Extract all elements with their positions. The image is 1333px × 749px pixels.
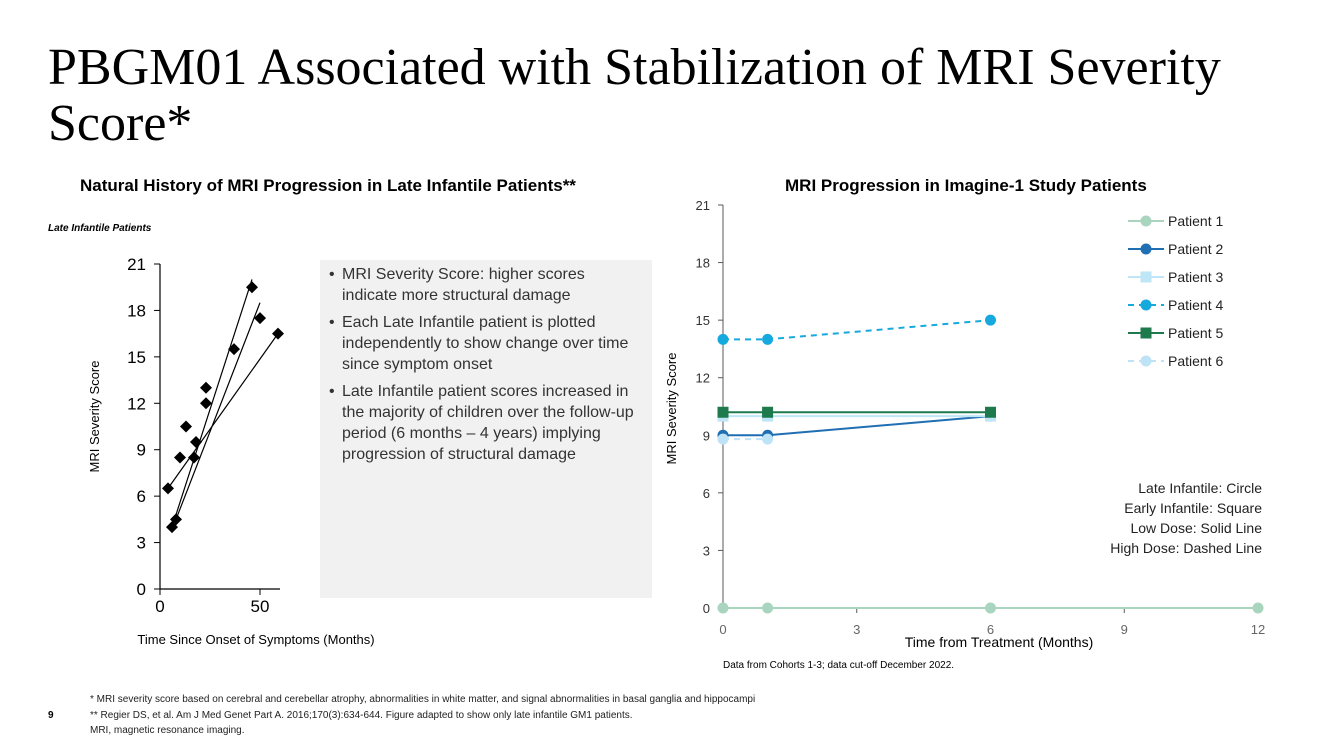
x-tick-label: 6: [987, 622, 994, 637]
series-line: [723, 415, 991, 437]
data-point-diamond: [200, 397, 212, 410]
y-tick-label: 3: [137, 534, 146, 553]
y-tick-label: 0: [703, 601, 710, 616]
y-tick-label: 15: [696, 313, 710, 328]
series-marker-circle: [762, 433, 774, 445]
trend-line: [171, 279, 253, 528]
series-marker-square: [762, 410, 774, 422]
legend-marker-circle: [1140, 243, 1152, 255]
data-point-diamond: [170, 513, 182, 526]
series-marker-square: [985, 406, 996, 418]
bullet-item: Late Infantile patient scores increased …: [329, 381, 638, 465]
bullet-box: MRI Severity Score: higher scores indica…: [320, 260, 652, 598]
trend-line: [167, 333, 279, 489]
y-tick-label: 18: [127, 301, 146, 320]
annotation-text: High Dose: Dashed Line: [1110, 540, 1262, 556]
legend-label: Patient 3: [1168, 269, 1223, 285]
x-axis-label: Time from Treatment (Months): [905, 634, 1094, 650]
legend-marker-square: [1140, 271, 1152, 283]
bullet-item: Each Late Infantile patient is plotted i…: [329, 312, 638, 375]
series-marker-circle: [985, 602, 996, 614]
x-axis-label: Time Since Onset of Symptoms (Months): [137, 632, 374, 647]
legend-label: Patient 5: [1168, 325, 1223, 341]
y-axis-label: MRI Severity Score: [664, 353, 679, 465]
legend-label: Patient 4: [1168, 297, 1223, 313]
series-marker-circle: [985, 410, 996, 422]
annotation-text: Late Infantile: Circle: [1138, 480, 1262, 496]
y-tick-label: 6: [703, 486, 710, 501]
legend-label: Patient 1: [1168, 213, 1223, 229]
x-tick-label: 3: [853, 622, 860, 637]
footnote: MRI, magnetic resonance imaging.: [90, 725, 245, 736]
y-tick-label: 21: [127, 255, 146, 274]
legend-marker-circle: [1140, 215, 1152, 227]
bullet-item: MRI Severity Score: higher scores indica…: [329, 264, 638, 306]
annotation-text: Low Dose: Solid Line: [1130, 520, 1262, 536]
x-tick-label: 0: [155, 597, 164, 616]
series-marker-circle: [1252, 602, 1264, 614]
series-marker-square: [717, 410, 729, 422]
data-point-diamond: [166, 521, 178, 534]
x-tick-label: 12: [1251, 622, 1265, 637]
footnote: ** Regier DS, et al. Am J Med Genet Part…: [90, 710, 633, 721]
series-marker-circle: [985, 314, 996, 326]
y-tick-label: 12: [696, 371, 710, 386]
y-tick-label: 3: [703, 543, 710, 558]
y-tick-label: 15: [127, 348, 146, 367]
legend-marker-circle: [1140, 355, 1152, 367]
y-tick-label: 21: [696, 198, 710, 213]
data-point-diamond: [190, 435, 202, 448]
legend-marker-square: [1140, 327, 1152, 339]
data-point-diamond: [162, 482, 174, 495]
footnote: * MRI severity score based on cerebral a…: [90, 694, 756, 705]
y-tick-label: 9: [703, 428, 710, 443]
legend-label: Patient 6: [1168, 353, 1223, 369]
legend-marker-circle: [1140, 299, 1152, 311]
series-marker-circle: [717, 429, 729, 441]
data-point-diamond: [254, 312, 266, 325]
data-point-diamond: [246, 281, 258, 294]
y-tick-label: 6: [137, 487, 146, 506]
left-chart-subtitle: Late Infantile Patients: [48, 223, 152, 234]
series-line: [723, 319, 991, 341]
y-tick-label: 9: [137, 441, 146, 460]
series-marker-circle: [717, 602, 729, 614]
series-marker-circle: [762, 333, 774, 345]
data-point-diamond: [180, 420, 192, 433]
series-marker-square: [762, 406, 774, 418]
slide-title: PBGM01 Associated with Stabilization of …: [48, 39, 1221, 152]
series-marker-circle: [762, 602, 774, 614]
data-point-diamond: [188, 451, 200, 464]
series-marker-square: [717, 406, 729, 418]
data-point-diamond: [228, 343, 240, 356]
series-marker-circle: [762, 429, 774, 441]
y-tick-label: 18: [696, 256, 710, 271]
data-point-diamond: [272, 327, 284, 340]
left-chart-title: Natural History of MRI Progression in La…: [80, 176, 576, 195]
legend-label: Patient 2: [1168, 241, 1223, 257]
page-number: 9: [48, 710, 54, 721]
right-chart-title: MRI Progression in Imagine-1 Study Patie…: [785, 176, 1147, 195]
y-axis-label: MRI Severity Score: [87, 361, 102, 473]
series-marker-circle: [717, 333, 729, 345]
data-note: Data from Cohorts 1-3; data cut-off Dece…: [723, 660, 955, 671]
series-marker-circle: [717, 433, 729, 445]
data-point-diamond: [200, 381, 212, 394]
x-tick-label: 50: [251, 597, 270, 616]
series-marker-square: [985, 410, 996, 422]
data-point-diamond: [174, 451, 186, 464]
x-tick-label: 0: [719, 622, 726, 637]
x-tick-label: 9: [1121, 622, 1128, 637]
y-tick-label: 12: [127, 394, 146, 413]
y-tick-label: 0: [137, 580, 146, 599]
trend-line: [175, 302, 261, 520]
annotation-text: Early Infantile: Square: [1124, 500, 1262, 516]
